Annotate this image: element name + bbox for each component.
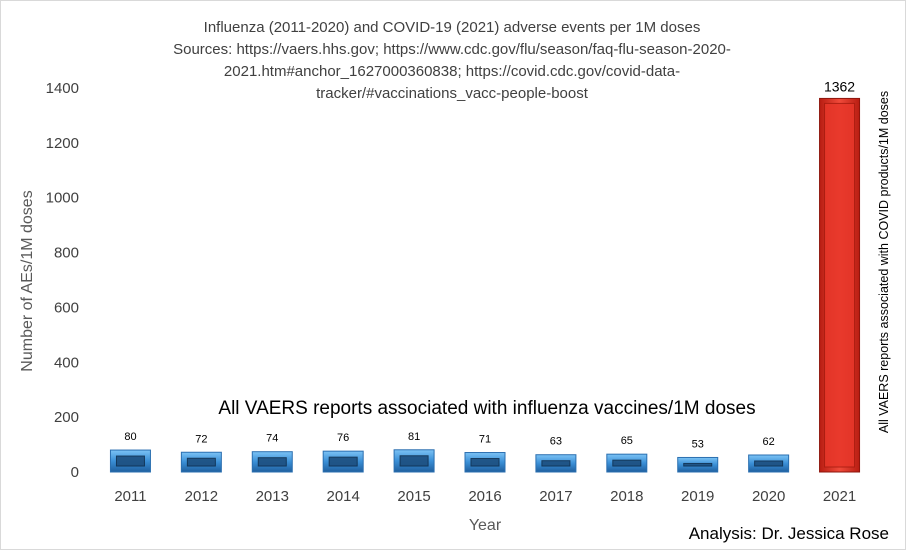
data-label: 71: [479, 434, 491, 446]
bar-influenza-2013: [251, 451, 293, 473]
chart-title-line-4: tracker/#vaccinations_vacc-people-boost: [316, 85, 589, 102]
bar-covid-2021: [819, 97, 861, 473]
y-tick-label: 1000: [46, 190, 79, 207]
x-tick-label: 2012: [185, 488, 218, 505]
bar-bevel: [399, 455, 429, 467]
data-label: 65: [621, 435, 633, 447]
y-tick-label: 600: [54, 299, 79, 316]
bar-bevel: [754, 460, 784, 467]
bar-bevel: [612, 459, 642, 467]
bar-influenza-2014: [322, 450, 364, 473]
bar-bevel: [186, 457, 216, 467]
bar-bevel: [683, 462, 713, 467]
bar-influenza-2011: [109, 449, 151, 473]
x-tick-label: 2020: [752, 488, 785, 505]
bar-influenza-2012: [180, 451, 222, 473]
x-tick-label: 2013: [256, 488, 289, 505]
y-tick-label: 200: [54, 409, 79, 426]
bar-bevel: [824, 102, 856, 468]
data-label: 80: [124, 431, 136, 443]
y-tick-label: 0: [71, 464, 79, 481]
y-tick-label: 1400: [46, 80, 79, 97]
chart-title-line-2: Sources: https://vaers.hhs.gov; https://…: [173, 41, 731, 58]
data-label: 74: [266, 433, 278, 445]
y-axis-ticks: 0 200 400 600 800 1000 1200 1400: [46, 80, 79, 481]
x-tick-label: 2018: [610, 488, 643, 505]
bar-bevel: [470, 458, 500, 467]
data-label: 72: [195, 433, 207, 445]
bar-influenza-2018: [606, 453, 648, 473]
bar-influenza-2019: [677, 456, 719, 473]
bar-bevel: [257, 457, 287, 467]
analysis-credit: Analysis: Dr. Jessica Rose: [689, 524, 889, 543]
bar-bevel: [541, 460, 571, 467]
y-axis-title: Number of AEs/1M doses: [19, 190, 36, 371]
bar-series: [109, 97, 861, 473]
x-tick-label: 2019: [681, 488, 714, 505]
bar-bevel: [328, 456, 358, 467]
y-tick-label: 1200: [46, 135, 79, 152]
data-label: 76: [337, 432, 349, 444]
chart-title-line-3: 2021.htm#anchor_1627000360838; https://c…: [224, 63, 680, 80]
influenza-annotation: All VAERS reports associated with influe…: [218, 398, 755, 419]
data-labels: 80 72 74 76 81 71 63 65 53 62 1362: [124, 78, 855, 450]
bar-bevel: [115, 455, 145, 467]
y-tick-label: 400: [54, 354, 79, 371]
data-label: 1362: [824, 78, 855, 94]
bar-influenza-2015: [393, 449, 435, 473]
x-tick-label: 2017: [539, 488, 572, 505]
bar-influenza-2020: [748, 454, 790, 473]
data-label: 62: [763, 436, 775, 448]
x-axis-ticks: 2011 2012 2013 2014 2015 2016 2017 2018 2019 2020…: [114, 488, 856, 505]
x-axis-title: Year: [469, 517, 502, 534]
x-tick-label: 2016: [468, 488, 501, 505]
x-tick-label: 2015: [397, 488, 430, 505]
x-tick-label: 2014: [326, 488, 359, 505]
data-label: 81: [408, 431, 420, 443]
data-label: 53: [692, 438, 704, 450]
bar-influenza-2017: [535, 454, 577, 473]
chart-title: Influenza (2011-2020) and COVID-19 (2021…: [173, 19, 731, 102]
y-tick-label: 800: [54, 245, 79, 262]
x-tick-label: 2011: [114, 488, 146, 505]
bar-influenza-2016: [464, 452, 506, 473]
x-tick-label: 2021: [823, 488, 856, 505]
chart-title-line-1: Influenza (2011-2020) and COVID-19 (2021…: [204, 19, 701, 36]
covid-annotation: All VAERS reports associated with COVID …: [877, 91, 891, 433]
data-label: 63: [550, 436, 562, 448]
